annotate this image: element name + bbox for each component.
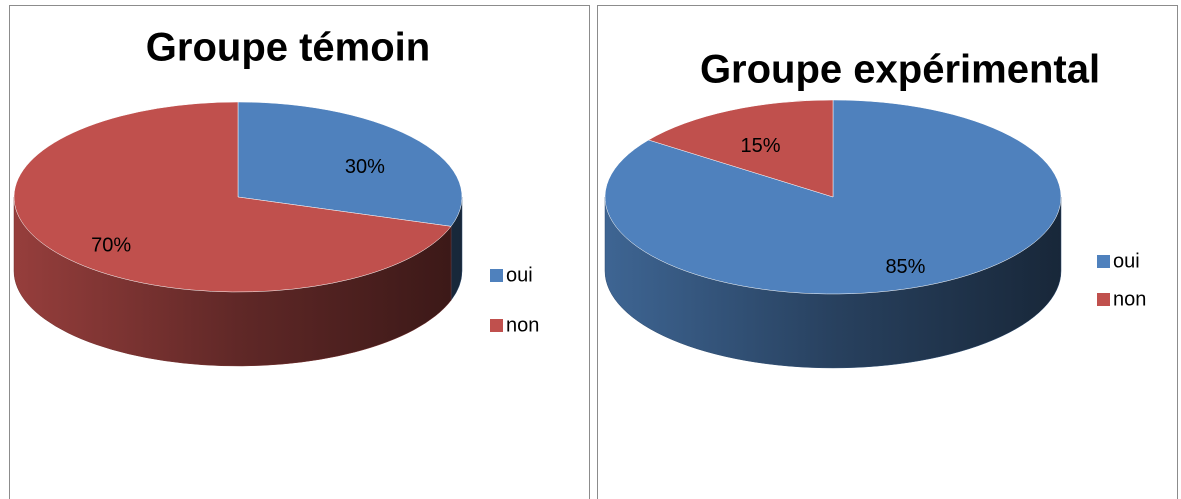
slice (13, 101, 452, 367)
legend-swatch (1097, 255, 1110, 268)
legend-swatch (1097, 293, 1110, 306)
chart-title: Groupe témoin (146, 26, 430, 70)
data-label: 85% (885, 256, 925, 278)
slice (647, 99, 834, 198)
legend-swatch (490, 269, 503, 282)
slice-top (13, 101, 452, 293)
slice-top (237, 101, 463, 227)
data-label: 70% (91, 234, 131, 256)
legend-label: non (1113, 288, 1146, 310)
data-label: 15% (741, 135, 781, 157)
legend-label: non (506, 314, 539, 336)
legend-swatch (490, 319, 503, 332)
legend-label: oui (1113, 250, 1140, 272)
data-label: 30% (345, 156, 385, 178)
chart-title: Groupe expérimental (700, 48, 1100, 92)
slice-top (647, 99, 834, 198)
legend-label: oui (506, 264, 533, 286)
